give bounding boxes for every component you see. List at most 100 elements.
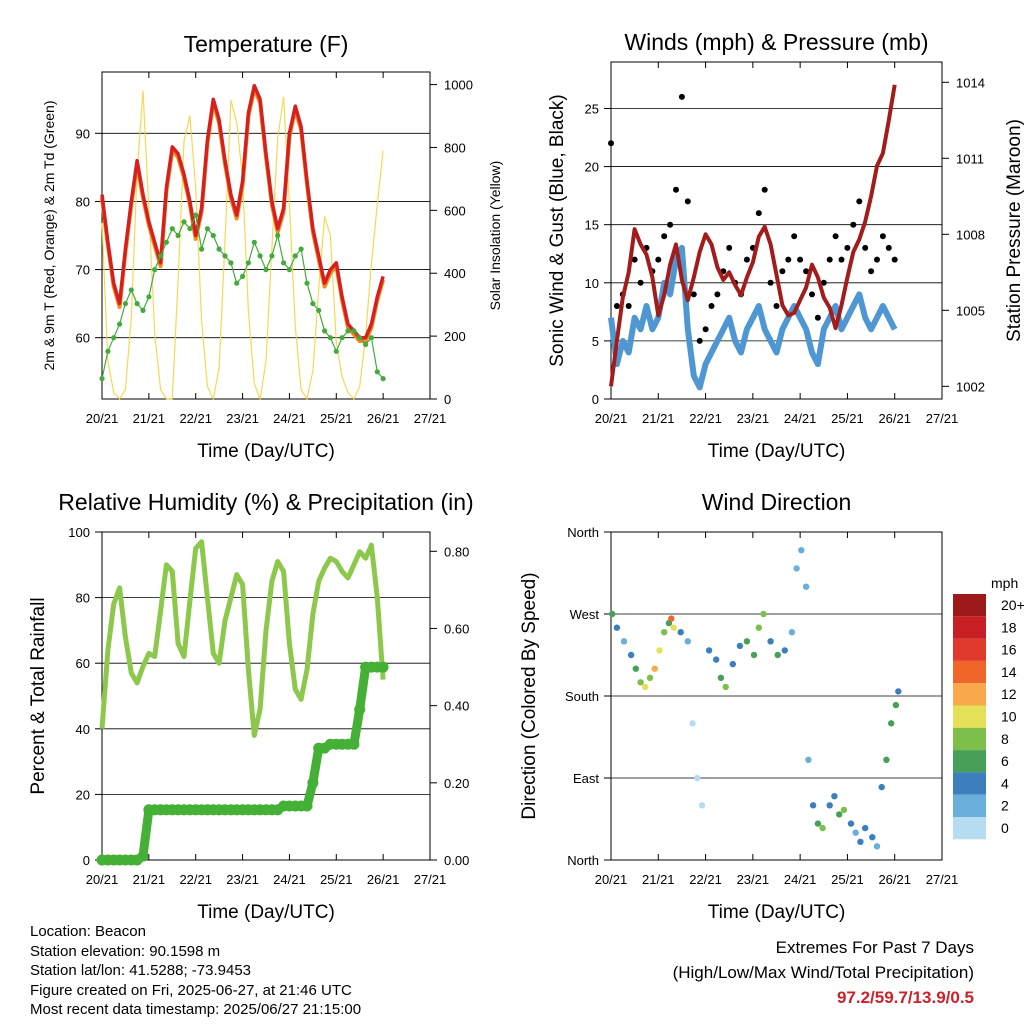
x-tick-label: 25/21 (831, 872, 864, 887)
wind-direction-point (873, 843, 881, 850)
gust-point (809, 291, 815, 298)
gust-point (885, 244, 892, 251)
gust-point (690, 291, 697, 298)
wind-speed-legend-label: 12 (1001, 686, 1017, 702)
gust-point (714, 291, 721, 298)
wind-direction-point (826, 802, 833, 809)
dewpoint-line (101, 214, 384, 379)
x-tick-label: 20/21 (595, 872, 628, 887)
y-axis-label-left: Direction (Colored By Speed) (519, 572, 540, 819)
wind-speed-legend-swatch (953, 660, 986, 684)
gust-point (856, 198, 863, 205)
wind-direction-point (793, 565, 800, 572)
x-tick-label: 21/21 (642, 872, 675, 887)
data-timestamp: Most recent data timestamp: 2025/06/27 2… (30, 1001, 362, 1018)
wind-direction-point (836, 811, 843, 818)
relative-humidity-line (99, 539, 386, 738)
y-tick-label-right: 1008 (956, 227, 985, 242)
solar-insolation-line (101, 90, 384, 400)
wind-direction-point (831, 793, 838, 800)
gust-point (785, 256, 792, 263)
wind-direction-point (689, 720, 696, 727)
station-info: Location: Beacon Station elevation: 90.1… (30, 922, 361, 1020)
x-tick-label: 22/21 (179, 872, 212, 887)
y-tick-label-right: 0.00 (444, 853, 469, 868)
y-tick-label-left: 20 (76, 787, 90, 802)
temp-2m-line (100, 83, 385, 340)
wind-direction-point (774, 651, 781, 659)
wind-speed-legend-label: 8 (1001, 731, 1009, 747)
wind-direction-point (781, 647, 788, 654)
y-tick-label-left: 40 (76, 722, 90, 737)
x-axis-label-1: Time (Day/UTC) (708, 441, 846, 462)
x-axis-label-0: Time (Day/UTC) (197, 441, 335, 462)
chart-title-0: Temperature (F) (184, 31, 349, 57)
y-tick-label-right: 400 (444, 266, 466, 281)
y-tick-label-right: 1000 (444, 78, 473, 93)
wind-direction-point (637, 679, 644, 686)
gust-point (779, 268, 786, 275)
wind-direction-point (852, 829, 859, 836)
x-axis-label-2: Time (Day/UTC) (197, 902, 335, 923)
x-tick-label: 26/21 (878, 872, 911, 887)
wind-direction-point (862, 824, 869, 832)
chart-title-2: Relative Humidity (%) & Precipitation (i… (58, 489, 473, 515)
y-tick-label-left: 60 (76, 331, 90, 346)
wind-direction-point (802, 583, 810, 590)
chart-title-3: Wind Direction (702, 489, 852, 515)
y-tick-label-right: 0.40 (444, 699, 469, 714)
wind-direction-point (798, 547, 805, 554)
x-tick-label: 23/21 (737, 872, 770, 887)
x-tick-label: 22/21 (689, 872, 722, 887)
gust-point (862, 244, 869, 251)
wind-direction-point (651, 665, 658, 672)
station-latlon: Station lat/lon: 41.5288; -73.9453 (30, 962, 252, 979)
x-tick-label: 23/21 (226, 411, 259, 426)
wind-direction-point (840, 806, 848, 814)
gust-point (702, 326, 709, 333)
wind-direction-point (857, 838, 864, 845)
wind-speed-legend-label: 6 (1001, 753, 1009, 769)
wind-direction-point (809, 802, 817, 809)
y-tick-label-left: 5 (592, 334, 599, 349)
y-tick-label-left: 10 (585, 276, 599, 291)
wind-direction-point (736, 642, 744, 650)
gust-point (631, 256, 638, 263)
temp-9m-line (100, 87, 386, 344)
x-tick-label: 22/21 (689, 411, 722, 426)
y-tick-label-right: 0.20 (444, 776, 469, 791)
x-tick-label: 27/21 (926, 872, 959, 887)
y-tick-label-right: 600 (444, 203, 466, 218)
wind-speed-legend-swatch (953, 683, 986, 706)
y-tick-label-left: 60 (76, 656, 90, 671)
y-axis-label-left: Percent & Total Rainfall (28, 597, 49, 794)
y-axis-label-right: Solar Insolation (Yellow) (487, 161, 503, 311)
wind-direction-point (805, 756, 812, 763)
gust-point (755, 210, 762, 217)
extremes-title: Extremes For Past 7 Days (775, 938, 974, 957)
y-axis-label-left: Sonic Wind & Gust (Blue, Black) (547, 94, 568, 366)
wind-direction-point (743, 638, 751, 645)
y-axis-label-right: Station Pressure (Maroon) (1004, 119, 1024, 342)
total-rainfall-line (102, 662, 384, 865)
x-tick-label: 26/21 (367, 872, 400, 887)
x-tick-label: 25/21 (831, 411, 864, 426)
x-tick-label: 26/21 (367, 411, 400, 426)
wind-direction-point (767, 638, 774, 645)
gust-point (879, 233, 886, 240)
y-axis-label-left: 2m & 9m T (Red, Orange) & 2m Td (Green) (41, 101, 57, 371)
wind-direction-point (883, 756, 890, 763)
extremes-subtitle: (High/Low/Max Wind/Total Precipitation) (672, 963, 974, 982)
x-tick-label: 21/21 (133, 872, 166, 887)
wind-direction-point (620, 638, 628, 645)
x-tick-label: 21/21 (133, 411, 166, 426)
wind-direction-point (750, 651, 758, 659)
y-tick-label-right: 1005 (956, 303, 985, 318)
wind-direction-point (729, 660, 736, 668)
y-tick-label-right: 800 (444, 140, 466, 155)
wind-speed-legend-label: 20+ (1001, 597, 1024, 613)
gust-point (797, 256, 804, 263)
y-tick-label-left: 70 (76, 263, 90, 278)
wind-direction-point (646, 674, 654, 681)
